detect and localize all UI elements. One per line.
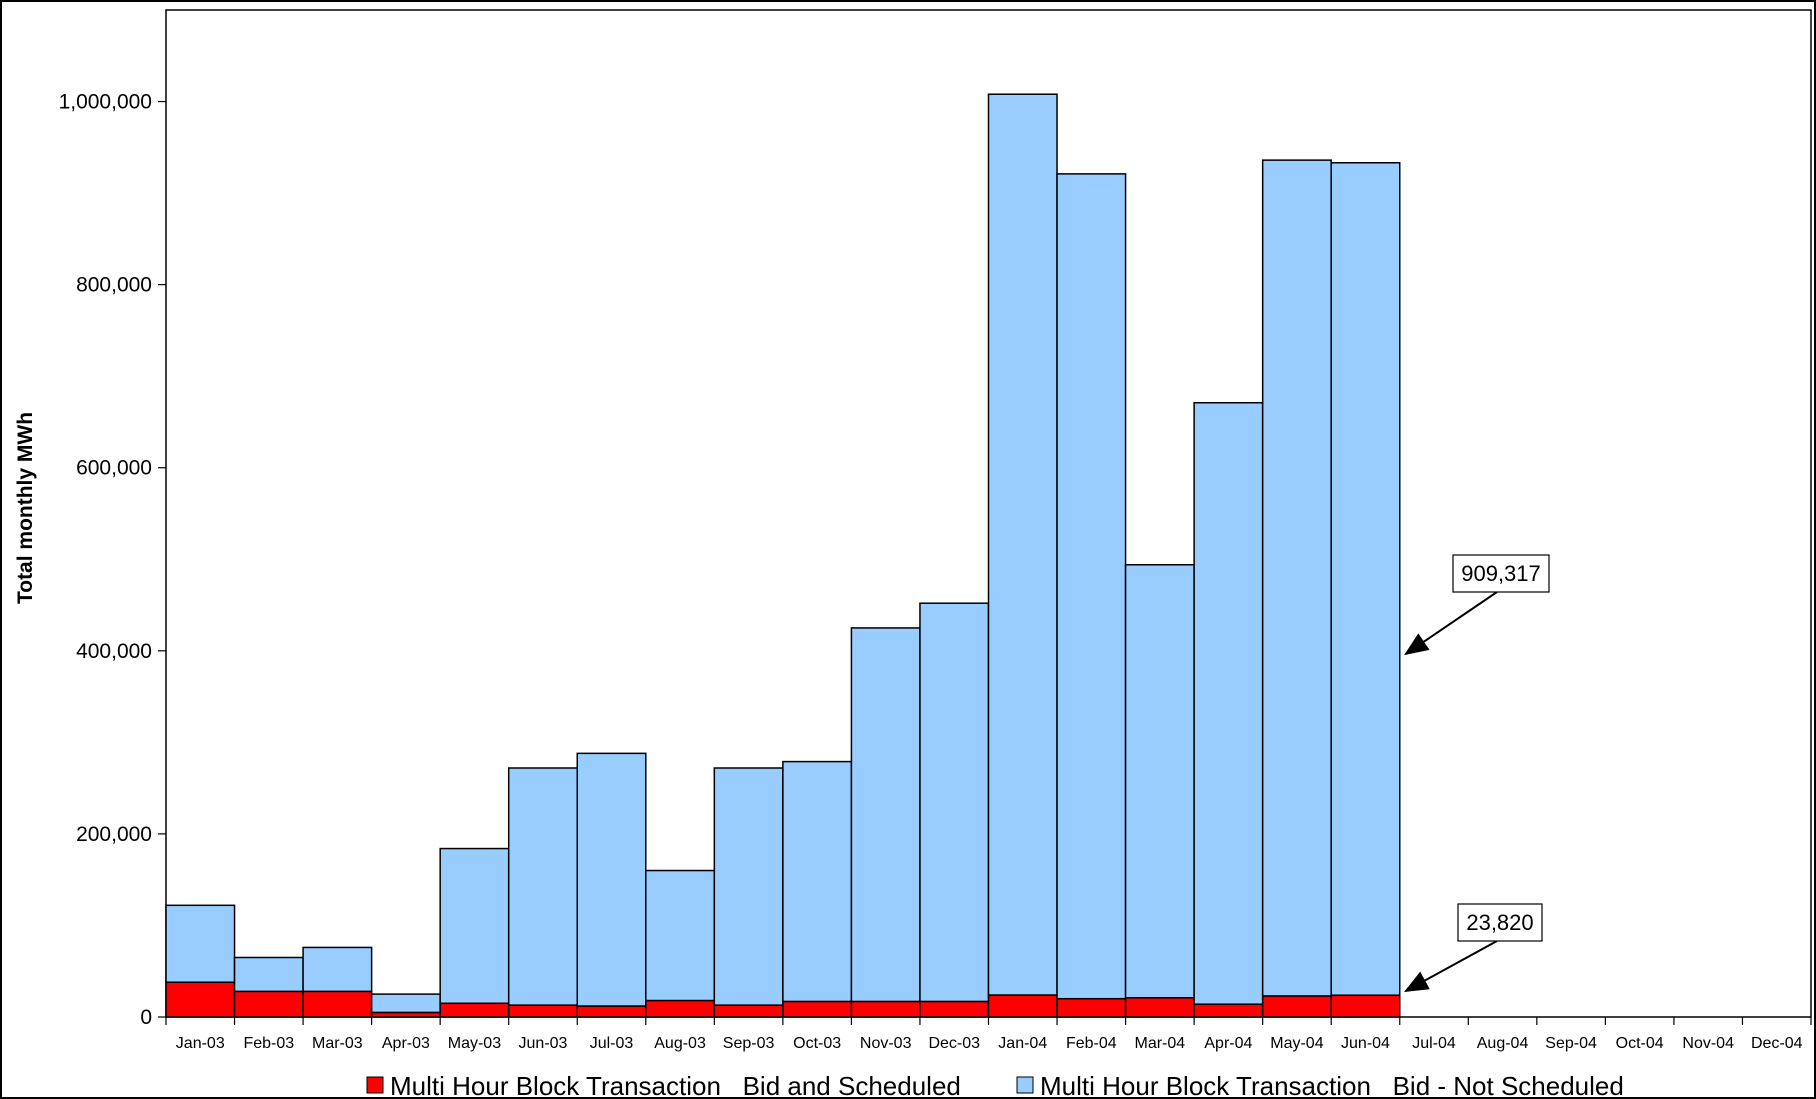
legend-label: Multi Hour Block Transaction Bid - Not S… [1040,1071,1624,1099]
callouts-group: 909,317 23,820 [1403,554,1550,992]
x-tick-label: Sep-04 [1545,1035,1597,1052]
x-tick-label: Aug-04 [1477,1035,1529,1052]
callout-box [1457,903,1543,942]
y-axis: 0 200,000 400,000 600,000 800,000 1,000,000 [59,91,166,1029]
x-tick-label: Apr-04 [1204,1035,1252,1052]
callout-arrow [1403,940,1498,992]
bar-bid-not-scheduled [165,904,236,983]
bar-bid-not-scheduled [233,956,304,993]
bar-bid-not-scheduled [439,847,510,1005]
x-tick-label: Dec-04 [1751,1035,1803,1052]
y-tick-label: 800,000 [76,274,152,297]
y-tick-label: 200,000 [76,823,152,846]
bar-bid-and-scheduled [233,990,304,1018]
bar-bid-and-scheduled [1124,997,1195,1018]
x-tick-label: Mar-03 [312,1035,363,1052]
y-tick-label: 600,000 [76,457,152,480]
bar-bid-not-scheduled [576,752,647,1007]
callout-label: 909,317 [1461,561,1541,586]
bar-bid-not-scheduled [782,760,853,1003]
y-tick-label: 0 [140,1006,152,1029]
x-tick-label: Sep-03 [723,1035,775,1052]
bar-bid-and-scheduled [987,994,1058,1018]
bar-bid-not-scheduled [713,767,784,1006]
legend-swatch [366,1076,384,1094]
y-tick-label: 1,000,000 [59,91,152,114]
x-tick-label: Nov-04 [1682,1035,1734,1052]
callout-arrow [1404,591,1498,656]
legend-swatch [1016,1076,1034,1094]
bar-bid-not-scheduled [370,993,441,1014]
x-tick-label: Oct-03 [793,1035,841,1052]
x-tick-label: Jul-03 [590,1035,634,1052]
bar-bid-and-scheduled [919,1000,990,1018]
bar-bid-not-scheduled [302,946,373,993]
x-tick-label: Oct-04 [1616,1035,1664,1052]
x-tick-label: Feb-04 [1066,1035,1117,1052]
bars-group [165,93,1401,1018]
x-tick-label: Mar-04 [1135,1035,1186,1052]
bar-bid-not-scheduled [1124,564,1195,999]
bar-bid-and-scheduled [1261,995,1332,1018]
x-tick-label: May-04 [1270,1035,1323,1052]
legend: Multi Hour Block Transaction Bid and Sch… [366,1071,1624,1099]
x-tick-label: Dec-03 [928,1035,980,1052]
callout-label: 23,820 [1466,910,1533,935]
x-tick-label: Jun-04 [1341,1035,1390,1052]
bar-bid-and-scheduled [1193,1003,1264,1018]
x-tick-label: Jul-04 [1412,1035,1456,1052]
x-tick-label: Apr-03 [382,1035,430,1052]
bar-bid-and-scheduled [576,1005,647,1018]
callout-box [1452,554,1550,593]
x-tick-label: Feb-03 [243,1035,294,1052]
x-tick-label: Aug-03 [654,1035,706,1052]
bar-bid-not-scheduled [1193,401,1264,1005]
bar-bid-and-scheduled [165,981,236,1018]
bar-bid-not-scheduled [919,602,990,1003]
x-tick-label: Nov-03 [860,1035,912,1052]
legend-label: Multi Hour Block Transaction Bid and Sch… [390,1071,961,1099]
bar-bid-and-scheduled [507,1004,578,1018]
bar-bid-not-scheduled [987,93,1058,996]
bar-bid-not-scheduled [1261,159,1332,997]
bar-bid-and-scheduled [713,1004,784,1018]
bar-bid-not-scheduled [507,767,578,1006]
bar-bid-and-scheduled [1330,994,1401,1018]
y-axis-label: Total monthly MWh [14,412,37,604]
x-tick-label: Jan-04 [998,1035,1047,1052]
bar-bid-not-scheduled [645,869,716,1002]
x-tick-label: Jun-03 [519,1035,568,1052]
bar-bid-not-scheduled [1330,162,1401,996]
bar-bid-and-scheduled [302,990,373,1018]
bar-bid-and-scheduled [850,1000,921,1018]
bar-bid-not-scheduled [850,627,921,1003]
x-axis: Jan-03 Feb-03 Mar-03 Apr-03 May-03 Jun-03 Jul-… [165,1017,1812,1052]
x-tick-label: May-03 [448,1035,501,1052]
bar-bid-and-scheduled [1056,997,1127,1018]
bar-bid-and-scheduled [439,1002,510,1018]
bar-bid-and-scheduled [782,1000,853,1018]
bar-bid-not-scheduled [1056,173,1127,1000]
y-tick-label: 400,000 [76,640,152,663]
x-tick-label: Jan-03 [176,1035,225,1052]
bar-bid-and-scheduled [645,999,716,1018]
